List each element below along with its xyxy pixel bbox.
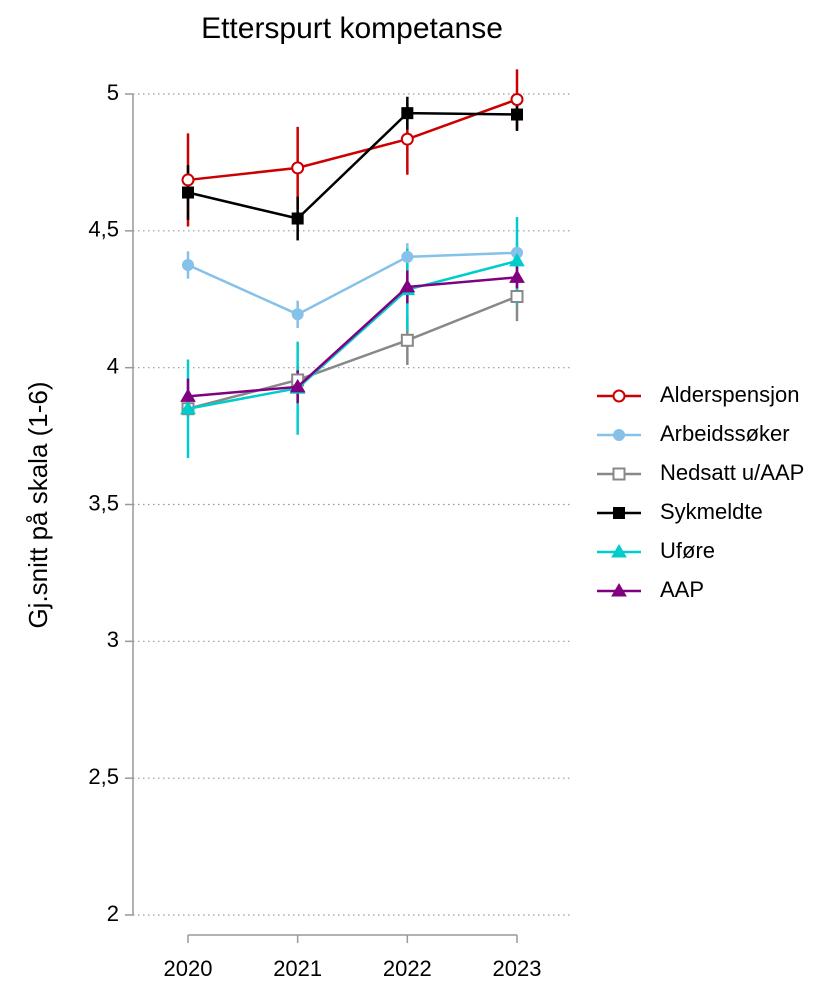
data-point	[510, 92, 524, 106]
data-point	[401, 250, 414, 263]
legend-label: Alderspensjon	[660, 382, 799, 407]
x-tick-label: 2023	[493, 956, 542, 981]
data-point	[182, 259, 194, 272]
data-point	[182, 186, 194, 199]
series-line	[187, 276, 518, 398]
y-axis-label: Gj.snitt på skala (1-6)	[23, 381, 53, 628]
data-point	[400, 132, 414, 146]
data-point	[291, 161, 305, 175]
legend-marker	[613, 429, 625, 441]
data-point	[509, 252, 525, 267]
y-tick-label: 3	[107, 627, 119, 652]
data-point	[401, 107, 414, 120]
data-point	[291, 212, 304, 225]
y-tick-label: 2,5	[88, 764, 119, 789]
legend-label: Nedsatt u/AAP	[660, 460, 804, 485]
chart-title: Etterspurt kompetanse	[201, 12, 503, 45]
y-tick-label: 4	[107, 353, 119, 378]
data-point	[509, 269, 525, 283]
legend-marker	[612, 389, 626, 403]
data-point	[289, 378, 306, 393]
series-line	[187, 111, 518, 220]
x-tick-label: 2021	[273, 956, 322, 981]
series-line	[187, 259, 518, 410]
series-line	[187, 251, 518, 316]
data-point	[399, 278, 416, 293]
y-tick-label: 5	[107, 80, 119, 105]
legend-label: AAP	[660, 577, 704, 602]
series-line	[187, 295, 518, 410]
data-point	[511, 108, 523, 121]
legend-label: Arbeidssøker	[660, 421, 790, 446]
data-point	[400, 333, 414, 347]
y-tick-label: 2	[107, 901, 119, 926]
data-point	[291, 308, 304, 321]
x-tick-label: 2020	[164, 956, 213, 981]
data-point	[510, 290, 524, 304]
legend-label: Uføre	[660, 538, 715, 563]
series-line	[187, 98, 518, 182]
data-point	[180, 388, 196, 402]
legend-marker	[612, 467, 626, 481]
legend-marker	[611, 583, 627, 597]
legend-label: Sykmeldte	[660, 499, 763, 524]
y-tick-label: 4,5	[88, 217, 119, 242]
x-tick-label: 2022	[383, 956, 432, 981]
y-tick-label: 3,5	[88, 490, 119, 515]
data-point	[181, 173, 195, 187]
legend-marker	[611, 544, 627, 558]
legend-marker	[613, 507, 625, 519]
data-point	[180, 400, 196, 415]
